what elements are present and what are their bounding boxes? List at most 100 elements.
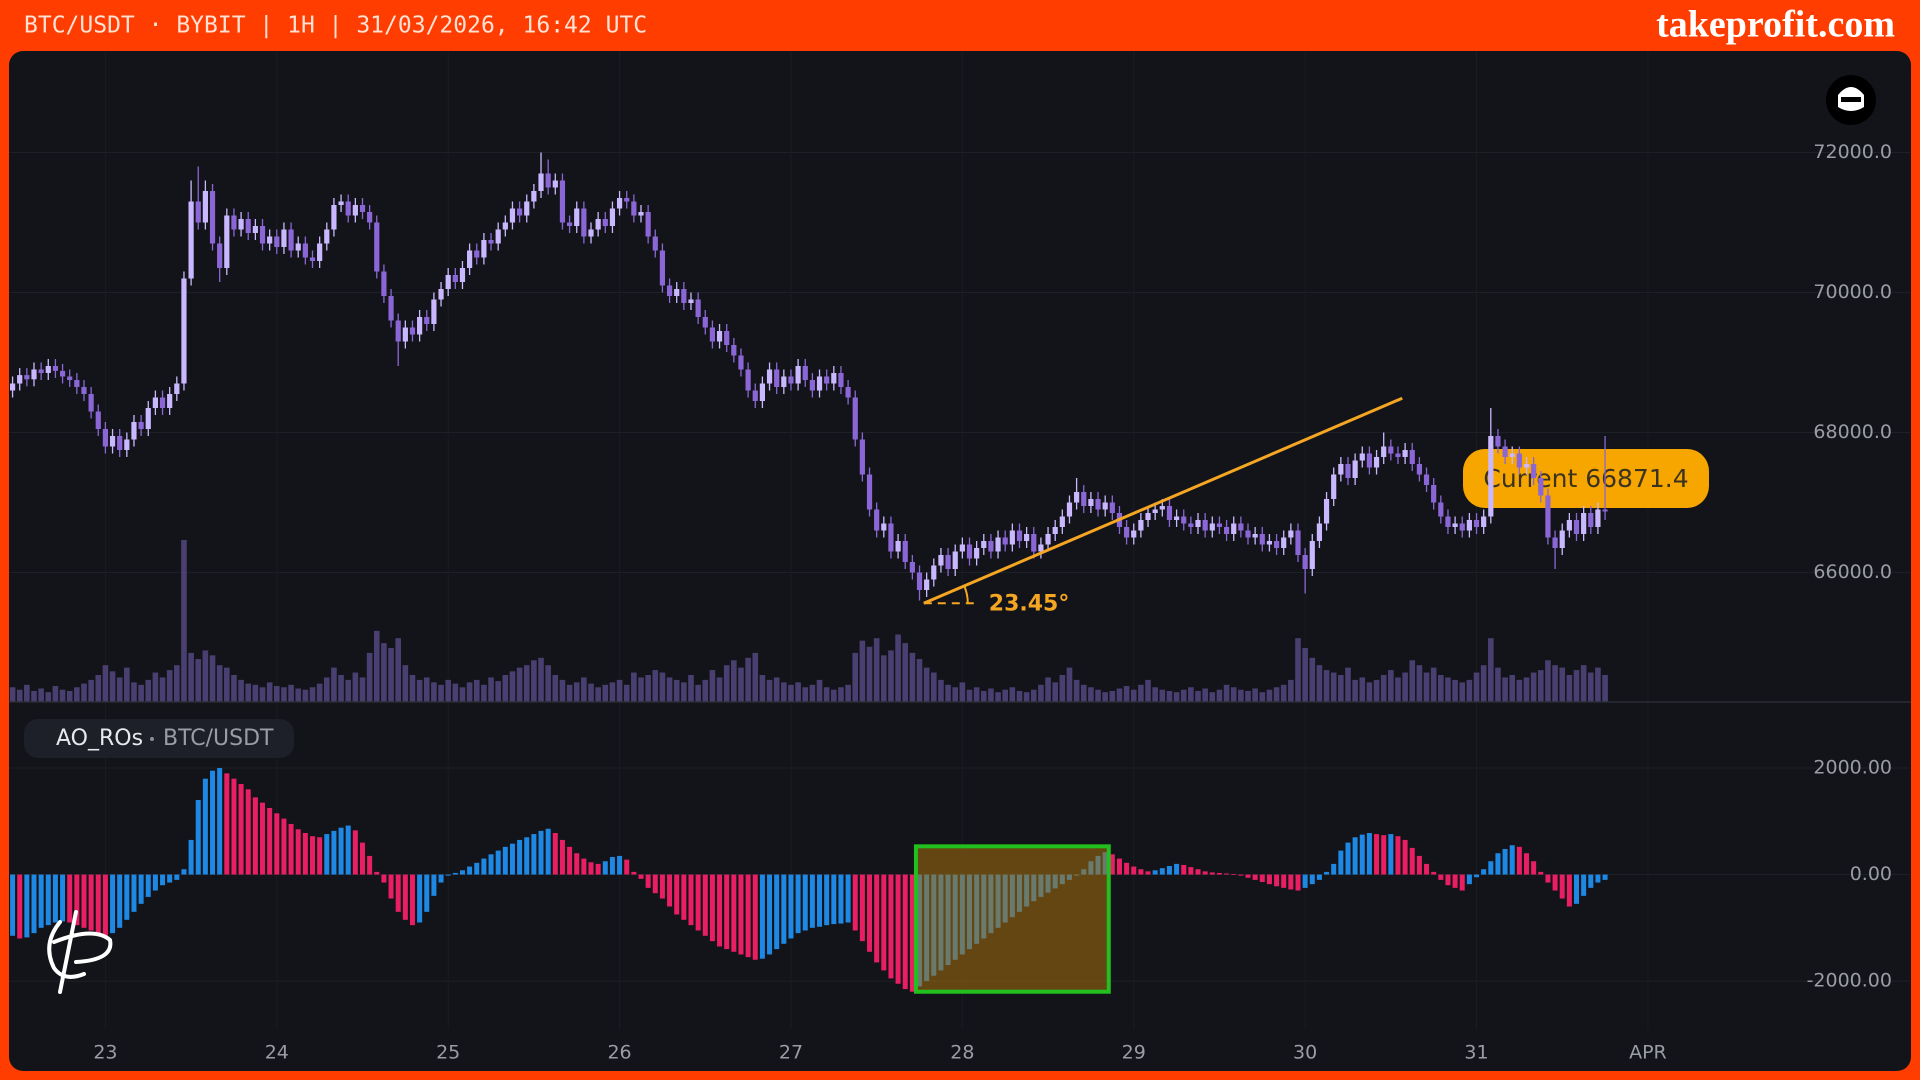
volume-bar xyxy=(1438,675,1444,702)
ao-bar xyxy=(838,874,844,924)
candle-body xyxy=(874,509,880,531)
ao-bar xyxy=(602,861,608,875)
ao-bar xyxy=(559,839,565,875)
volume-bar xyxy=(295,688,302,702)
candle-body xyxy=(652,236,658,251)
ao-bar xyxy=(1331,863,1337,875)
ao-bar xyxy=(1188,867,1194,875)
candle-body xyxy=(152,397,158,408)
ao-bar xyxy=(381,874,387,883)
volume-bar xyxy=(9,687,16,702)
volume-bar xyxy=(388,648,394,702)
ao-bar xyxy=(331,830,337,875)
volume-bar xyxy=(852,652,859,702)
volume-bar xyxy=(1223,684,1230,702)
volume-bar xyxy=(1495,667,1501,702)
ao-bar xyxy=(809,874,815,928)
candle-body xyxy=(1409,450,1415,464)
candle-body xyxy=(1109,502,1115,513)
candle-body xyxy=(1045,534,1051,545)
candle-body xyxy=(1081,492,1087,506)
candle-body xyxy=(1281,537,1287,548)
candle-body xyxy=(902,541,908,562)
candle-body xyxy=(1124,527,1130,538)
volume-bar xyxy=(416,679,423,702)
volume-bar xyxy=(1188,687,1194,702)
candle-body xyxy=(859,439,865,475)
ao-bar xyxy=(488,854,494,875)
ao-bar xyxy=(481,858,487,875)
volume-bar xyxy=(281,687,287,702)
candle-body xyxy=(1452,523,1458,527)
volume-bar xyxy=(866,646,873,702)
volume-bar xyxy=(481,684,487,702)
ao-bar xyxy=(1588,874,1594,888)
ao-bar xyxy=(431,874,437,896)
ao-bar xyxy=(1388,834,1394,875)
ao-bar xyxy=(295,829,301,875)
ao-bar xyxy=(1552,874,1558,891)
volume-bar xyxy=(138,684,144,702)
candle-body xyxy=(1459,523,1465,531)
volume-bar xyxy=(473,679,480,702)
volume-bar xyxy=(573,682,580,702)
volume-bar xyxy=(431,682,437,702)
volume-bar xyxy=(909,652,916,702)
candle-body xyxy=(1323,499,1330,524)
candle-body xyxy=(595,219,601,230)
ao-bar xyxy=(152,874,158,891)
volume-bar xyxy=(1216,689,1223,702)
candle-body xyxy=(502,222,508,230)
candle-body xyxy=(1131,530,1137,538)
ao-bar xyxy=(1402,839,1408,875)
ao-bar xyxy=(324,834,330,875)
volume-bar xyxy=(1159,689,1166,702)
candle-body xyxy=(131,422,137,440)
candle-body xyxy=(888,523,894,552)
legend-dot xyxy=(150,737,154,741)
candle-body xyxy=(659,250,666,286)
volume-bar xyxy=(1288,679,1294,702)
ao-bar xyxy=(310,836,316,875)
candle-body xyxy=(174,383,180,394)
volume-bar xyxy=(1573,670,1580,702)
ao-bar xyxy=(1281,874,1287,888)
volume-bar xyxy=(66,690,73,702)
volume-bar xyxy=(302,689,309,702)
ao-bar xyxy=(895,874,901,984)
volume-bar xyxy=(359,677,366,702)
candle-body xyxy=(838,373,844,387)
ao-bar xyxy=(1316,874,1322,880)
ao-bar xyxy=(1566,874,1572,907)
x-tick-label: 23 xyxy=(93,1042,117,1064)
candle-body xyxy=(1173,516,1180,520)
volume-bar xyxy=(1587,672,1594,702)
volume-bar xyxy=(1580,665,1587,702)
candle-body xyxy=(217,243,223,268)
candle-body xyxy=(402,327,408,342)
candle-body xyxy=(59,370,66,377)
profile-icon[interactable] xyxy=(1826,75,1876,125)
candle-body xyxy=(559,180,566,223)
ao-bar xyxy=(595,863,601,875)
y-tick-label: 0.00 xyxy=(1850,863,1892,885)
candle-body xyxy=(188,201,194,279)
candle-body xyxy=(1588,513,1594,527)
candle-body xyxy=(574,208,580,226)
volume-bar xyxy=(666,677,673,702)
volume-bar xyxy=(24,684,30,702)
candle-body xyxy=(1338,464,1344,475)
candle-body xyxy=(109,436,116,447)
volume-bar xyxy=(738,667,744,702)
ao-bar xyxy=(817,874,823,927)
candle-body xyxy=(459,268,466,282)
volume-bar xyxy=(338,675,344,702)
ao-bar xyxy=(145,874,151,897)
volume-bar xyxy=(445,679,451,702)
ao-bar xyxy=(1474,874,1480,878)
candle-body xyxy=(938,555,944,566)
volume-bar xyxy=(231,675,237,702)
candle-body xyxy=(731,345,737,356)
ao-bar xyxy=(1309,874,1315,885)
